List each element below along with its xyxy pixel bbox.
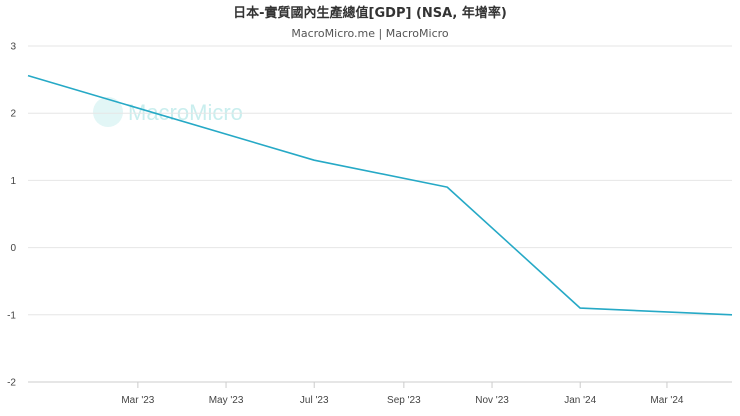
- grid: [28, 45, 732, 383]
- y-tick-label: 0: [10, 243, 16, 254]
- chart-title: 日本-實質國內生產總值[GDP] (NSA, 年增率): [233, 6, 507, 21]
- watermark-text: MacroMicro: [128, 100, 243, 125]
- y-tick-label: 1: [10, 176, 16, 187]
- y-tick-label: -1: [7, 310, 16, 321]
- y-tick-label: 3: [10, 42, 16, 53]
- x-tick-label: Sep '23: [387, 395, 421, 406]
- x-axis: Mar '23 May '23 Jul '23 Sep '23 Nov '23 Jan '…: [121, 382, 684, 406]
- x-tick-label: May '23: [209, 395, 244, 406]
- y-tick-label: -2: [7, 378, 16, 389]
- chart-header: 日本-實質國內生產總值[GDP] (NSA, 年增率) MacroMicro.m…: [0, 0, 740, 41]
- y-axis: 3 2 1 0 -1 -2: [7, 42, 16, 389]
- watermark-logo-icon: [93, 97, 123, 127]
- series-line: [27, 74, 733, 316]
- x-tick-label: Mar '23: [121, 395, 154, 406]
- x-tick-label: Nov '23: [475, 395, 509, 406]
- x-tick-label: Jan '24: [564, 395, 596, 406]
- x-tick-label: Mar '24: [650, 395, 683, 406]
- series-layer: [27, 74, 733, 316]
- chart-subtitle: MacroMicro.me | MacroMicro: [291, 27, 449, 40]
- watermark: MacroMicro: [93, 97, 243, 127]
- x-tick-label: Jul '23: [300, 395, 329, 406]
- y-tick-label: 2: [10, 109, 16, 120]
